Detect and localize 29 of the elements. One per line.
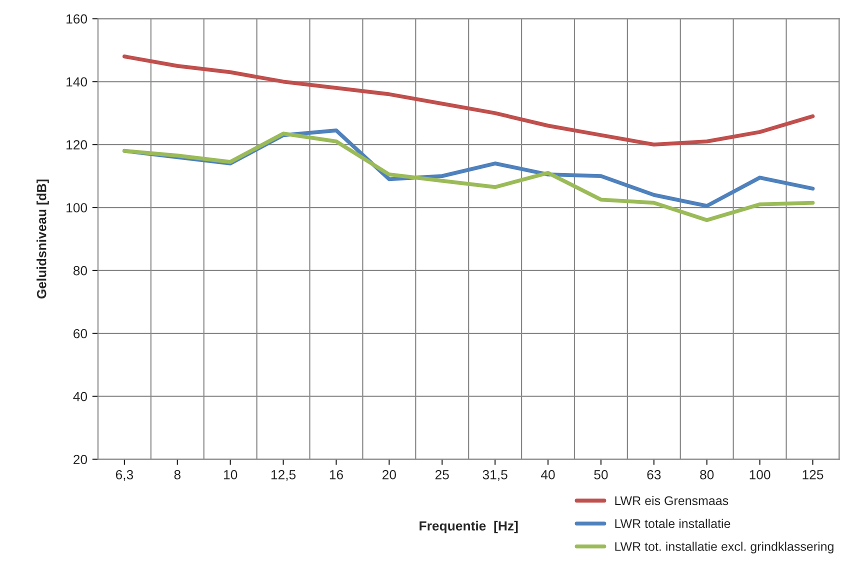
x-tick-label: 100 — [750, 470, 770, 480]
x-tick-label: 10 — [224, 470, 238, 480]
y-tick-label: 160 — [66, 14, 88, 24]
x-tick-label: 40 — [540, 470, 555, 480]
legend-label: LWR totale installatie — [615, 518, 730, 528]
x-tick-label: 50 — [594, 470, 608, 480]
x-tick-label: 31,5 — [482, 470, 508, 481]
y-axis-title: Geluidsniveau [dB] — [36, 180, 49, 299]
line-series — [122, 54, 815, 147]
y-tick-label: 80 — [73, 266, 88, 276]
x-tick-label: 125 — [802, 470, 824, 480]
y-tick-label: 20 — [74, 454, 88, 464]
legend-label: LWR eis Grensmaas — [615, 496, 728, 506]
x-tick-label: 63 — [647, 470, 661, 480]
y-tick-label: 60 — [74, 328, 88, 338]
x-tick-label: 25 — [435, 470, 449, 480]
x-tick-label: 80 — [700, 470, 714, 480]
x-tick-label: 20 — [382, 470, 396, 480]
legend-label: LWR tot. installatie excl. grindklassering — [615, 542, 834, 554]
line-series — [122, 132, 815, 222]
y-tick-label: 100 — [66, 203, 88, 212]
y-tick-label: 120 — [66, 140, 88, 150]
x-tick-label: 8 — [174, 470, 180, 480]
x-tick-label: 6,3 — [116, 470, 134, 481]
x-tick-label: 16 — [330, 470, 343, 480]
y-tick-label: 40 — [73, 392, 88, 402]
x-axis-title: Frequentie [Hz] — [420, 520, 518, 534]
y-tick-label: 140 — [66, 77, 88, 87]
x-tick-label: 12,5 — [271, 470, 296, 481]
